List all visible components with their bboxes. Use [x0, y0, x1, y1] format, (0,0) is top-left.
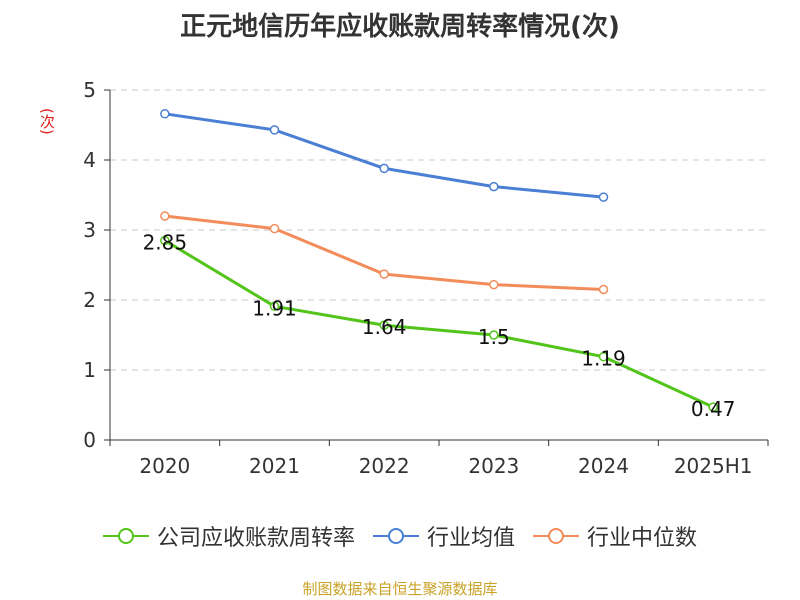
- y-tick-label: 0: [83, 428, 96, 452]
- data-point[interactable]: [160, 109, 170, 119]
- x-tick-label: 2021: [249, 454, 300, 478]
- data-point[interactable]: [269, 125, 280, 135]
- legend-label-company: 公司应收账款周转率: [156, 526, 355, 551]
- series-line: [164, 112, 604, 199]
- y-axis-label: (次): [38, 108, 56, 135]
- series-line: [164, 239, 714, 409]
- data-point[interactable]: [160, 211, 170, 221]
- y-tick-label: 2: [83, 288, 96, 312]
- data-point[interactable]: [379, 320, 389, 330]
- data-label: 0.47: [691, 397, 736, 421]
- data-point[interactable]: [708, 402, 718, 412]
- data-point[interactable]: [269, 301, 280, 312]
- x-tick-label: 2023: [468, 454, 519, 478]
- data-point[interactable]: [160, 235, 170, 246]
- legend-marker-green-icon: [102, 528, 149, 544]
- data-point[interactable]: [269, 223, 280, 234]
- data-point[interactable]: [598, 351, 609, 362]
- x-tick-label: 2025H1: [674, 454, 753, 478]
- data-point[interactable]: [598, 192, 609, 202]
- data-point[interactable]: [489, 181, 499, 192]
- grid-lines: [110, 89, 768, 371]
- data-labels: 2.85 1.91 1.64 1.5 1.19 0.47: [143, 231, 736, 422]
- data-label: 1.5: [478, 325, 510, 349]
- x-tick-label: 2024: [578, 454, 629, 478]
- data-label: 1.91: [252, 296, 297, 320]
- legend-label-industry-median: 行业中位数: [587, 526, 698, 551]
- source-note: 制图数据来自恒生聚源数据库: [302, 580, 498, 598]
- y-tick-label: 4: [83, 148, 96, 172]
- data-label: 1.64: [362, 315, 407, 339]
- series-lines: [160, 109, 718, 412]
- x-tick-label: 2020: [139, 454, 190, 478]
- chart-title: 正元地信历年应收账款周转率情况(次): [180, 12, 620, 42]
- data-point[interactable]: [379, 269, 389, 279]
- legend-item-industry-mean[interactable]: 行业均值: [372, 520, 515, 552]
- legend-marker-blue-icon: [372, 528, 419, 544]
- legend-item-industry-median[interactable]: 行业中位数: [533, 520, 697, 552]
- data-point[interactable]: [489, 330, 499, 340]
- data-point[interactable]: [598, 284, 609, 295]
- legend-label-industry-mean: 行业均值: [426, 526, 515, 551]
- legend-item-company[interactable]: 公司应收账款周转率: [102, 520, 355, 552]
- legend: 公司应收账款周转率 行业均值 行业中位数: [0, 520, 800, 552]
- data-point[interactable]: [379, 163, 389, 174]
- x-tick-label: 2022: [359, 454, 410, 478]
- axes: 0 1 2 3 4 5 2020 2021 2022 2023 2024 2025H1: [83, 78, 769, 478]
- y-tick-label: 3: [83, 218, 96, 242]
- legend-marker-orange-icon: [533, 528, 579, 544]
- data-label: 1.19: [581, 347, 626, 371]
- y-tick-label: 1: [83, 358, 96, 382]
- data-point[interactable]: [489, 279, 499, 290]
- data-label: 2.85: [143, 231, 188, 255]
- y-tick-label: 5: [83, 78, 96, 102]
